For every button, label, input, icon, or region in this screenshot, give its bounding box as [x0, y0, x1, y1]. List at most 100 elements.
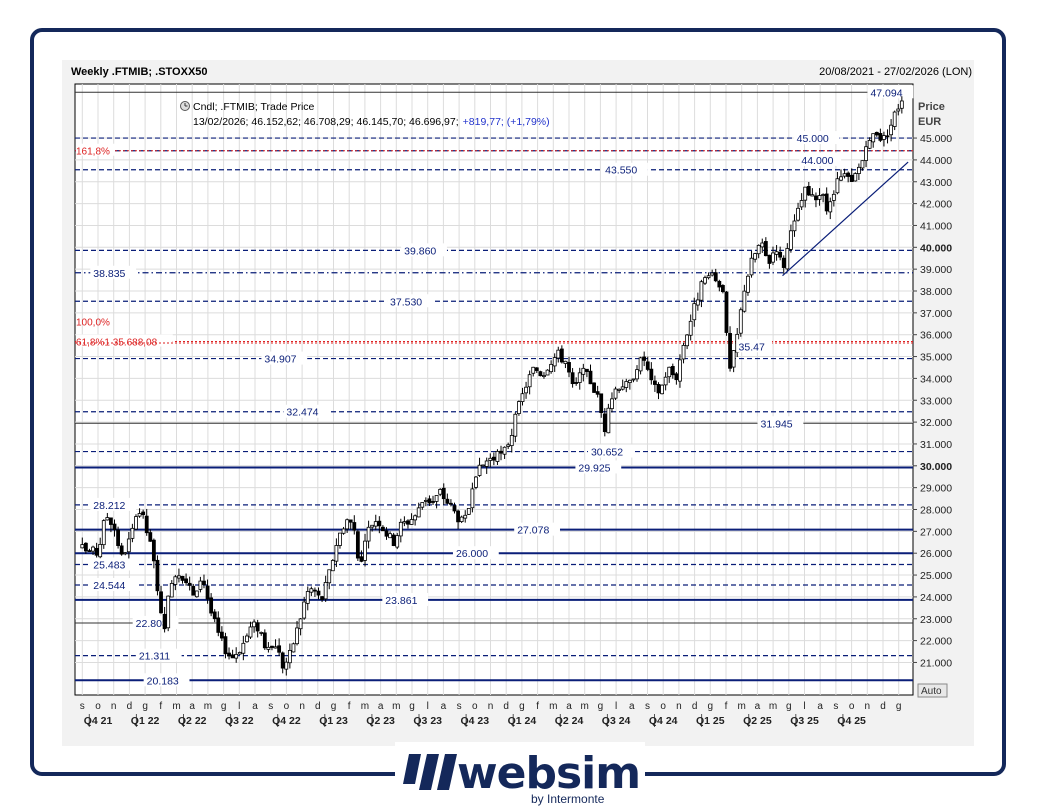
candle-body: [824, 193, 829, 212]
x-month-label: n: [488, 701, 494, 712]
y-tick-label: 43.000: [920, 177, 952, 189]
candle-body: [395, 535, 400, 548]
x-quarter-label: Q1 23: [319, 715, 348, 727]
candle-body: [466, 507, 471, 515]
level-label-bg: [90, 497, 137, 511]
candle-body: [119, 545, 124, 555]
candle-body: [645, 361, 650, 370]
y-tick-label: 28.000: [920, 505, 952, 517]
y-tick-label: 33.000: [920, 395, 952, 407]
candle-body: [864, 146, 868, 161]
x-quarter-label: Q4 22: [272, 715, 301, 727]
candle-body: [445, 498, 450, 504]
candle-body: [545, 369, 550, 376]
candle-body: [341, 528, 346, 534]
x-month-label: a: [755, 701, 761, 712]
level-label: 22.808: [136, 618, 168, 630]
x-month-label: d: [315, 701, 321, 712]
candle-body: [313, 589, 317, 592]
y-tick-label: 34.000: [920, 373, 952, 385]
y-tick-label: 42.000: [920, 199, 952, 211]
candle-body: [191, 585, 196, 596]
candle-body: [882, 135, 886, 140]
level-label-bg: [452, 546, 499, 560]
candle-body: [885, 135, 890, 138]
y-tick-label: 26.000: [920, 548, 952, 560]
x-month-label: g: [331, 701, 337, 712]
candle-body: [295, 627, 299, 645]
y-tick-label: 31.000: [920, 439, 952, 451]
candle-body: [860, 160, 865, 169]
brand-name: websim: [457, 748, 641, 799]
candle-body: [806, 186, 811, 196]
level-label: 27.078: [517, 525, 549, 537]
level-label: 32.474: [286, 407, 318, 419]
x-month-label: s: [80, 701, 85, 712]
plot-area: [74, 83, 914, 696]
candle-body: [889, 124, 894, 136]
candle-body: [223, 636, 228, 655]
auto-button[interactable]: Auto: [917, 683, 948, 698]
axis-title: Price: [918, 101, 945, 113]
candle-body: [534, 367, 539, 372]
candle-body: [713, 272, 718, 282]
level-label: 30.652: [591, 447, 623, 459]
level-label-bg: [143, 673, 190, 687]
candle-body: [216, 617, 221, 633]
extra-label-bg: [799, 152, 842, 166]
candle-body: [570, 372, 575, 385]
candle-body: [892, 111, 897, 127]
x-month-label: d: [503, 701, 509, 712]
x-quarter-label: Q2 25: [743, 715, 772, 727]
candle-body: [599, 393, 604, 413]
fib-label-bg: [76, 334, 173, 347]
candle-body: [763, 241, 768, 257]
level-label: 34.907: [264, 354, 296, 366]
candle-body: [602, 413, 607, 433]
candle-body: [169, 583, 174, 598]
candle-body: [406, 520, 410, 525]
date-range: 20/08/2021 - 27/02/2026 (LON): [819, 66, 972, 78]
candle-body: [302, 601, 307, 619]
candle-body: [867, 139, 872, 149]
level-label-bg: [261, 351, 308, 365]
x-month-label: g: [221, 701, 227, 712]
candle-body: [746, 275, 750, 293]
candle-body: [212, 611, 217, 620]
level-label: 20.183: [147, 675, 179, 687]
candle-body: [567, 362, 571, 373]
candle-body: [80, 544, 85, 549]
candle-body: [423, 499, 428, 502]
candle-body: [270, 645, 274, 648]
legend-change: +819,77; (+1,79%): [463, 116, 550, 128]
candle-body: [381, 526, 385, 532]
x-month-label: l: [803, 701, 805, 712]
candle-body: [255, 622, 260, 632]
candle-body: [305, 591, 310, 604]
candle-body: [477, 464, 482, 476]
candle-body: [87, 550, 92, 552]
candle-body: [280, 652, 285, 669]
candle-body: [105, 517, 110, 521]
candle-body: [434, 495, 439, 502]
x-month-label: m: [549, 701, 557, 712]
extra-label-bg: [736, 339, 773, 353]
level-label-bg: [90, 578, 137, 592]
level-label: 29.925: [578, 462, 610, 474]
candle-body: [756, 244, 761, 255]
x-month-label: a: [566, 701, 572, 712]
y-tick-label: 45.000: [920, 133, 952, 145]
candle-body: [259, 631, 264, 634]
candle-body: [481, 464, 486, 467]
candle-body: [849, 174, 854, 182]
x-quarter-label: Q4 21: [84, 715, 113, 727]
legend-ohlc: 13/02/2026; 46.152,62; 46.708,29; 46.145…: [193, 116, 550, 128]
candle-body: [688, 320, 693, 336]
candle-body: [166, 595, 171, 629]
candle-body: [463, 514, 468, 519]
level-label: 21.311: [139, 651, 170, 663]
candle-body: [198, 580, 203, 590]
x-month-label: m: [361, 701, 369, 712]
x-month-label: l: [427, 701, 429, 712]
